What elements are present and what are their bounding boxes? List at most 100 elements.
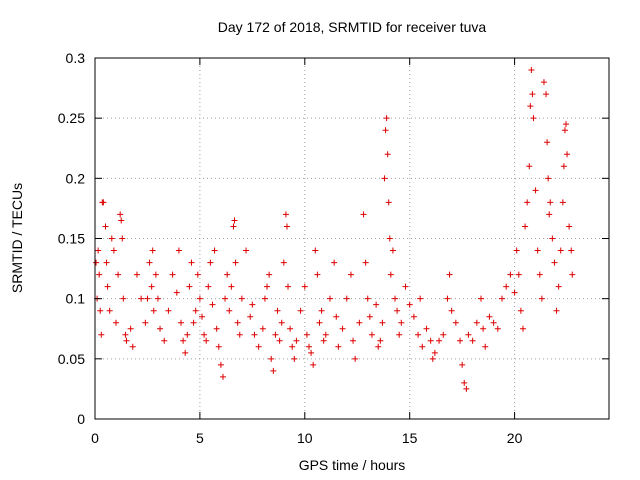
axis-ticks: 0 0.05 0.1 0.15 0.2 0.25 0.3 0 5 10 15 20	[58, 50, 609, 446]
data-point	[161, 337, 168, 344]
data-point	[102, 223, 109, 230]
data-point	[566, 223, 573, 230]
data-point	[103, 259, 110, 266]
data-point	[490, 319, 497, 326]
data-point	[169, 271, 176, 278]
data-point	[352, 355, 359, 362]
data-point	[207, 259, 214, 266]
data-point	[192, 307, 199, 314]
data-point	[190, 319, 197, 326]
data-point	[287, 325, 294, 332]
data-point	[402, 283, 409, 290]
data-point	[331, 259, 338, 266]
data-point	[213, 325, 220, 332]
data-point	[387, 271, 394, 278]
data-point	[546, 211, 553, 218]
data-point	[555, 283, 562, 290]
data-point	[178, 319, 185, 326]
data-point	[532, 187, 539, 194]
data-point	[461, 379, 468, 386]
y-axis-label: SRMTID / TECUs	[9, 183, 25, 293]
data-point	[526, 163, 533, 170]
data-point	[217, 361, 224, 368]
data-point	[209, 301, 216, 308]
data-point	[473, 319, 480, 326]
data-point	[222, 295, 229, 302]
data-point	[122, 331, 129, 338]
data-point	[459, 361, 466, 368]
data-point	[289, 343, 296, 350]
data-point	[347, 271, 354, 278]
y-tick-label: 0.3	[66, 50, 86, 66]
data-point	[534, 247, 541, 254]
data-point	[230, 223, 237, 230]
data-point	[264, 283, 271, 290]
data-point	[431, 349, 438, 356]
data-point	[368, 331, 375, 338]
data-point	[326, 295, 333, 302]
data-point	[280, 259, 287, 266]
data-point	[529, 91, 536, 98]
data-point	[339, 325, 346, 332]
data-point	[382, 127, 389, 134]
data-point	[503, 283, 510, 290]
data-point	[379, 319, 386, 326]
data-point	[562, 121, 569, 128]
data-point	[511, 289, 518, 296]
data-point	[417, 295, 424, 302]
data-point	[536, 271, 543, 278]
data-point	[305, 343, 312, 350]
data-point	[385, 199, 392, 206]
data-point	[110, 247, 117, 254]
y-tick-label: 0.05	[58, 351, 85, 367]
data-point	[519, 325, 526, 332]
data-point	[524, 199, 531, 206]
data-point	[448, 307, 455, 314]
data-point	[478, 295, 485, 302]
data-point	[142, 319, 149, 326]
data-point	[427, 337, 434, 344]
data-point	[544, 139, 551, 146]
data-point	[560, 163, 567, 170]
data-point	[527, 103, 534, 110]
data-point	[383, 115, 390, 122]
data-point	[219, 373, 226, 380]
data-point	[283, 223, 290, 230]
data-point	[234, 319, 241, 326]
data-point	[538, 295, 545, 302]
data-point	[112, 319, 119, 326]
data-point	[276, 337, 283, 344]
data-point	[396, 331, 403, 338]
data-point	[373, 301, 380, 308]
y-tick-label: 0	[77, 411, 85, 427]
data-point	[165, 307, 172, 314]
data-point	[188, 259, 195, 266]
data-point	[316, 319, 323, 326]
data-point	[310, 361, 317, 368]
data-point	[138, 295, 145, 302]
data-point	[152, 271, 159, 278]
data-point	[312, 247, 319, 254]
data-point	[266, 271, 273, 278]
data-point	[194, 271, 201, 278]
data-point	[350, 337, 357, 344]
data-point	[320, 337, 327, 344]
data-point	[394, 307, 401, 314]
data-point	[117, 211, 124, 218]
data-point	[482, 343, 489, 350]
data-point	[236, 331, 243, 338]
data-point	[549, 235, 556, 242]
data-point	[224, 271, 231, 278]
data-point	[362, 259, 369, 266]
data-point	[180, 337, 187, 344]
data-point	[198, 313, 205, 320]
data-point	[270, 367, 277, 374]
data-point	[314, 271, 321, 278]
data-point	[333, 313, 340, 320]
data-point	[226, 307, 233, 314]
data-point	[95, 247, 102, 254]
data-point	[415, 331, 422, 338]
data-point	[553, 307, 560, 314]
x-tick-label: 15	[402, 430, 418, 446]
